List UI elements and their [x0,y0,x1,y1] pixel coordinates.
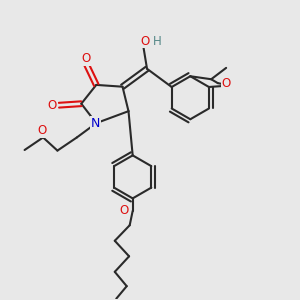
Text: O: O [141,34,150,47]
Text: O: O [120,204,129,217]
Text: H: H [153,34,161,47]
Text: N: N [91,117,100,130]
Text: O: O [81,52,90,65]
Text: O: O [221,76,231,90]
Text: O: O [38,124,47,137]
Text: O: O [48,99,57,112]
